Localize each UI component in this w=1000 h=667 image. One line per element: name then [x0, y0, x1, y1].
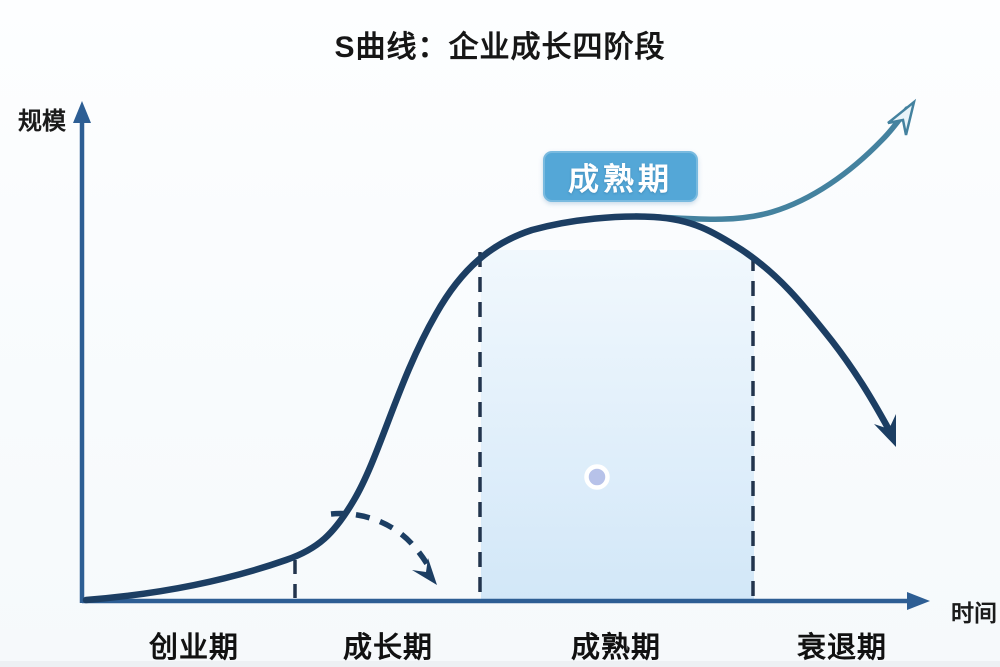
y-axis-label: 规模 [18, 108, 66, 135]
stage-label-maturity: 成熟期 [570, 632, 662, 664]
x-axis-label: 时间 [951, 600, 997, 626]
renewal-arrowhead-icon [887, 98, 917, 136]
maturity-region-shading [481, 250, 754, 601]
page-title: S曲线：企业成长四阶段 [334, 31, 666, 64]
stage-label-startup: 创业期 [148, 632, 240, 664]
bottom-edge-strip [0, 661, 1000, 667]
maturity-badge-label: 成熟期 [568, 162, 673, 197]
falloff-dashed-arrow [330, 510, 435, 575]
decline-arrowhead-icon [874, 414, 896, 447]
highlight-dot [584, 464, 610, 490]
y-axis-arrowhead-icon [73, 101, 91, 123]
renewal-curve [633, 106, 910, 222]
stage-label-decline: 衰退期 [796, 632, 888, 664]
x-axis-arrowhead-icon [907, 592, 930, 610]
s-curve [82, 213, 892, 604]
falloff-arrowhead-icon [412, 558, 437, 585]
stage-label-growth: 成长期 [342, 632, 434, 664]
maturity-badge: 成熟期 [543, 151, 698, 202]
